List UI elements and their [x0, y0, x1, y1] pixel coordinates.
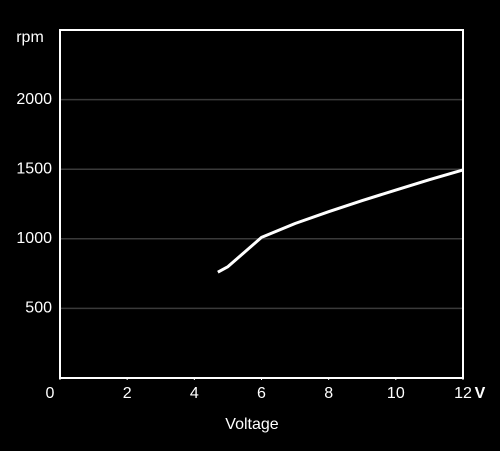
x-tick-label: 0 — [46, 385, 55, 402]
y-tick-label: 1000 — [16, 230, 52, 247]
y-tick-label: 2000 — [16, 91, 52, 108]
x-tick-label: 12 — [454, 385, 472, 402]
x-tick-label: 2 — [123, 385, 132, 402]
x-tick-label: 8 — [324, 385, 333, 402]
x-tick-label: 6 — [257, 385, 266, 402]
plot-frame — [59, 29, 464, 379]
y-tick-label: 1500 — [16, 160, 52, 177]
y-axis-label: rpm — [16, 29, 44, 46]
x-tick-label: 10 — [387, 385, 405, 402]
x-axis-label: Voltage — [225, 416, 278, 433]
y-tick-label: 500 — [25, 300, 52, 317]
x-unit-label: V — [475, 385, 486, 402]
data-line — [217, 168, 464, 274]
x-tick-label: 4 — [190, 385, 199, 402]
